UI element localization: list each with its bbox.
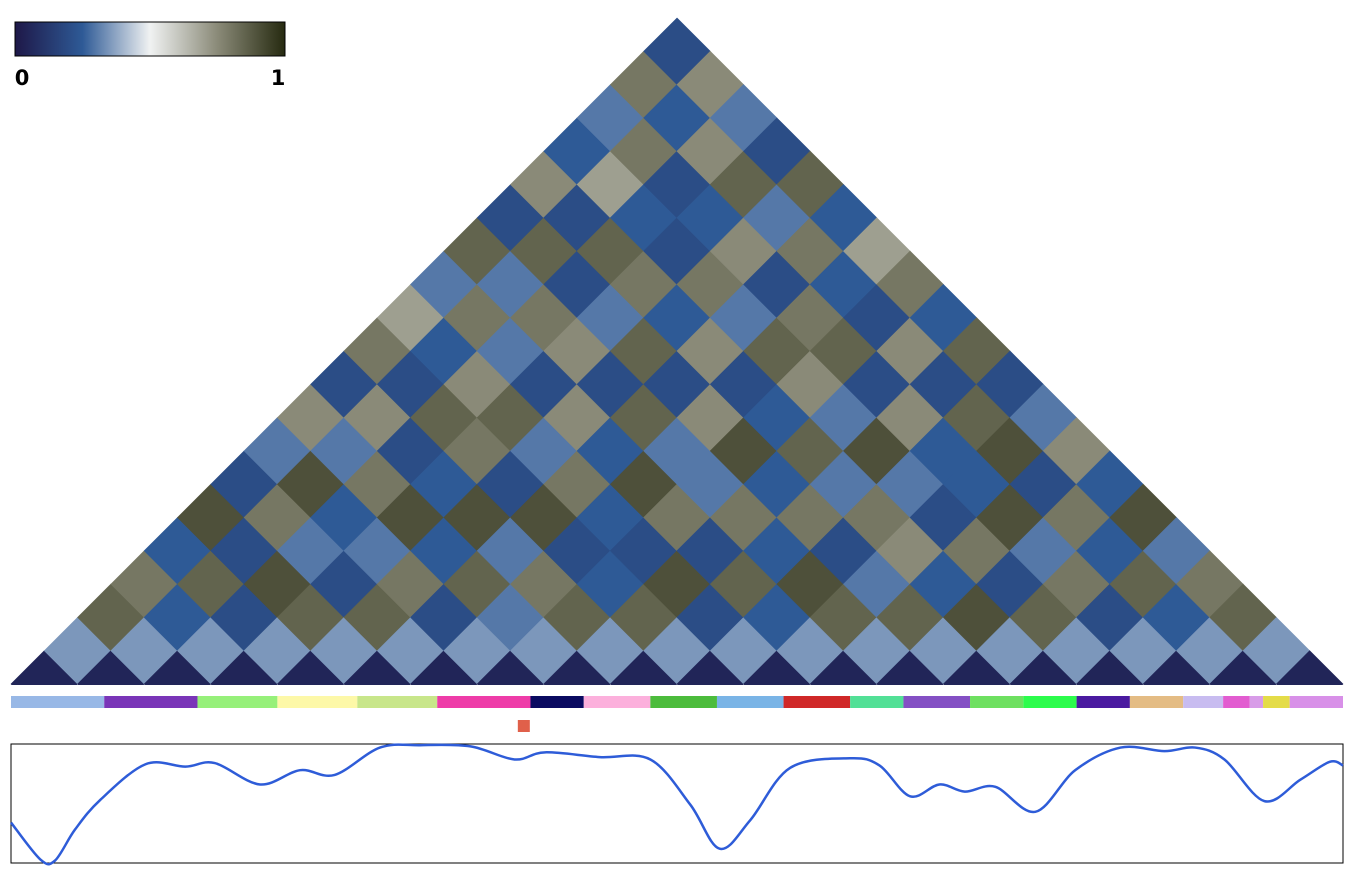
segment	[357, 696, 438, 708]
segment	[783, 696, 851, 708]
segment	[1076, 696, 1130, 708]
position-marker	[517, 720, 530, 732]
segment	[530, 696, 584, 708]
segment	[1263, 696, 1290, 708]
segment	[104, 696, 198, 708]
segment	[850, 696, 904, 708]
segment	[1223, 696, 1250, 708]
segment	[197, 696, 278, 708]
segment	[277, 696, 358, 708]
segment	[903, 696, 971, 708]
segment	[970, 696, 1024, 708]
segment	[716, 696, 784, 708]
colorbar-tick-label: 0	[15, 66, 30, 90]
segment	[11, 696, 105, 708]
heatmap-cell	[1275, 650, 1344, 685]
heatmap	[10, 17, 1344, 685]
colorbar	[14, 21, 286, 57]
segment	[1249, 696, 1264, 708]
segment	[437, 696, 531, 708]
segment	[1023, 696, 1077, 708]
segment	[1289, 696, 1343, 708]
colorbar-tick-label: 1	[271, 66, 286, 90]
track-frame	[10, 743, 1344, 864]
segment	[1183, 696, 1224, 708]
segment	[583, 696, 651, 708]
segment	[1129, 696, 1184, 708]
line	[10, 743, 1344, 866]
segment	[650, 696, 717, 708]
